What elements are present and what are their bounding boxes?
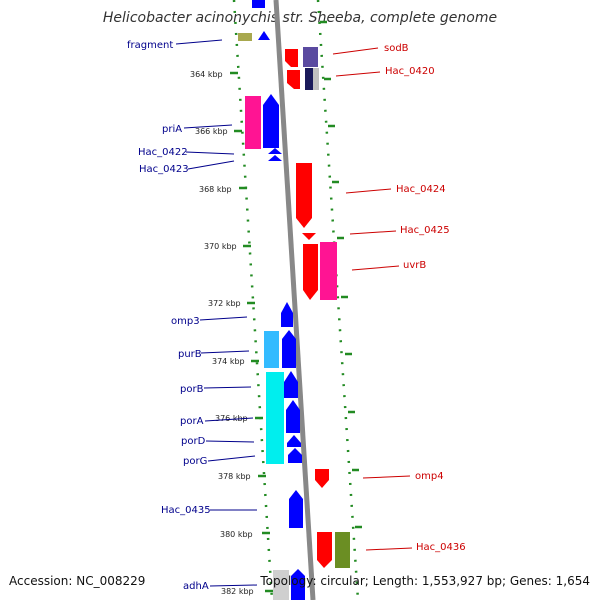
right-labels: sodB Hac_0420 Hac_0424 Hac_0425 uvrB omp… bbox=[332, 43, 466, 553]
label-omp4[interactable]: omp4 bbox=[415, 471, 444, 482]
Hac_0435-gene[interactable] bbox=[289, 490, 303, 528]
adhA-gene[interactable] bbox=[291, 569, 305, 600]
tick-label: 370 kbp bbox=[204, 242, 237, 251]
kbp-ticks: 364 kbp 366 kbp 368 kbp 370 kbp 372 kbp … bbox=[190, 20, 362, 596]
label-porB[interactable]: porB bbox=[180, 384, 204, 395]
label-porD[interactable]: porD bbox=[181, 436, 206, 447]
label-purB[interactable]: purB bbox=[178, 349, 202, 360]
fragment-arrow[interactable] bbox=[258, 31, 270, 40]
Hac_0420-dark-block[interactable] bbox=[305, 68, 313, 90]
tick-label: 372 kbp bbox=[208, 299, 241, 308]
sodB-gene[interactable] bbox=[285, 49, 298, 67]
Hac_0420-gene[interactable] bbox=[287, 70, 300, 89]
tick-label: 380 kbp bbox=[220, 530, 253, 539]
tick-label: 382 kbp bbox=[221, 587, 254, 596]
tick-label: 376 kbp bbox=[215, 414, 248, 423]
uvrB-gene[interactable] bbox=[303, 244, 318, 300]
priA-gene[interactable] bbox=[263, 94, 279, 148]
topology-text: Topology: circular; Length: 1,553,927 bp… bbox=[260, 574, 590, 588]
label-Hac_0436[interactable]: Hac_0436 bbox=[416, 542, 466, 553]
label-Hac_0420[interactable]: Hac_0420 bbox=[385, 66, 435, 77]
map-title: Helicobacter acinonychis str. Sheeba, co… bbox=[102, 10, 498, 26]
adhA-grey-block[interactable] bbox=[273, 570, 289, 600]
porA-gene[interactable] bbox=[286, 400, 300, 433]
right-outer-scale bbox=[316, 0, 360, 600]
Hac_0436-olive-block[interactable] bbox=[335, 532, 350, 568]
purB-gene[interactable] bbox=[282, 330, 296, 368]
omp4-gene[interactable] bbox=[315, 469, 329, 488]
label-uvrB[interactable]: uvrB bbox=[403, 260, 426, 271]
Hac_0420-light-block[interactable] bbox=[313, 68, 319, 90]
label-Hac_0435[interactable]: Hac_0435 bbox=[161, 505, 211, 516]
label-porG[interactable]: porG bbox=[183, 456, 207, 467]
Hac_0423-gene[interactable] bbox=[268, 155, 282, 161]
left-labels: fragment priA Hac_0422 Hac_0423 omp3 pur… bbox=[127, 39, 258, 592]
label-priA[interactable]: priA bbox=[162, 124, 182, 135]
Hac_0436-gene[interactable] bbox=[317, 532, 332, 568]
label-Hac_0424[interactable]: Hac_0424 bbox=[396, 184, 446, 195]
fragment-gene[interactable] bbox=[238, 33, 252, 41]
Hac_0425-gene[interactable] bbox=[302, 233, 316, 240]
omp3-gene[interactable] bbox=[281, 302, 293, 327]
label-sodB[interactable]: sodB bbox=[384, 43, 409, 54]
Hac_0422-gene[interactable] bbox=[268, 148, 282, 154]
porG-gene[interactable] bbox=[288, 448, 302, 463]
porB-gene[interactable] bbox=[284, 371, 298, 398]
tick-label: 366 kbp bbox=[195, 127, 228, 136]
uvrB-magenta-block[interactable] bbox=[320, 242, 337, 300]
purB-cyan-block[interactable] bbox=[264, 331, 279, 368]
label-adhA[interactable]: adhA bbox=[183, 581, 209, 592]
label-Hac_0425[interactable]: Hac_0425 bbox=[400, 225, 450, 236]
sodB-purple-block[interactable] bbox=[303, 47, 318, 67]
left-outer-scale bbox=[232, 0, 274, 600]
tick-label: 368 kbp bbox=[199, 185, 232, 194]
label-Hac_0423[interactable]: Hac_0423 bbox=[139, 164, 189, 175]
Hac_0424-gene[interactable] bbox=[296, 163, 312, 228]
porD-gene[interactable] bbox=[287, 435, 301, 447]
genome-backbone bbox=[273, 0, 316, 600]
label-porA[interactable]: porA bbox=[180, 416, 204, 427]
accession-text: Accession: NC_008229 bbox=[9, 574, 146, 588]
top-gene-blue[interactable] bbox=[252, 0, 265, 8]
label-fragment[interactable]: fragment bbox=[127, 40, 173, 51]
tick-label: 378 kbp bbox=[218, 472, 251, 481]
tick-label: 364 kbp bbox=[190, 70, 223, 79]
label-Hac_0422[interactable]: Hac_0422 bbox=[138, 147, 188, 158]
por-cyan-block[interactable] bbox=[266, 372, 284, 464]
priA-magenta-block[interactable] bbox=[245, 96, 261, 149]
tick-label: 374 kbp bbox=[212, 357, 245, 366]
label-omp3[interactable]: omp3 bbox=[171, 316, 200, 327]
